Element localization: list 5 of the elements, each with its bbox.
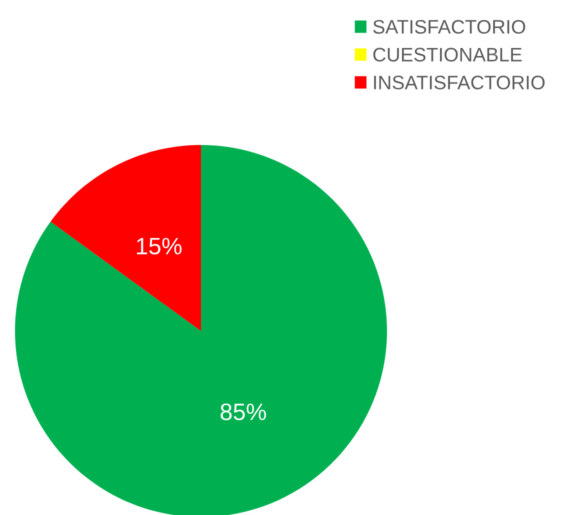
data-label: 15% [136,238,182,254]
data-label: 85% [220,403,266,420]
legend-label: CUESTIONABLE [373,48,522,62]
legend-label: INSATISFACTORIO [374,76,545,90]
legend-label: SATISFACTORIO [373,20,526,34]
